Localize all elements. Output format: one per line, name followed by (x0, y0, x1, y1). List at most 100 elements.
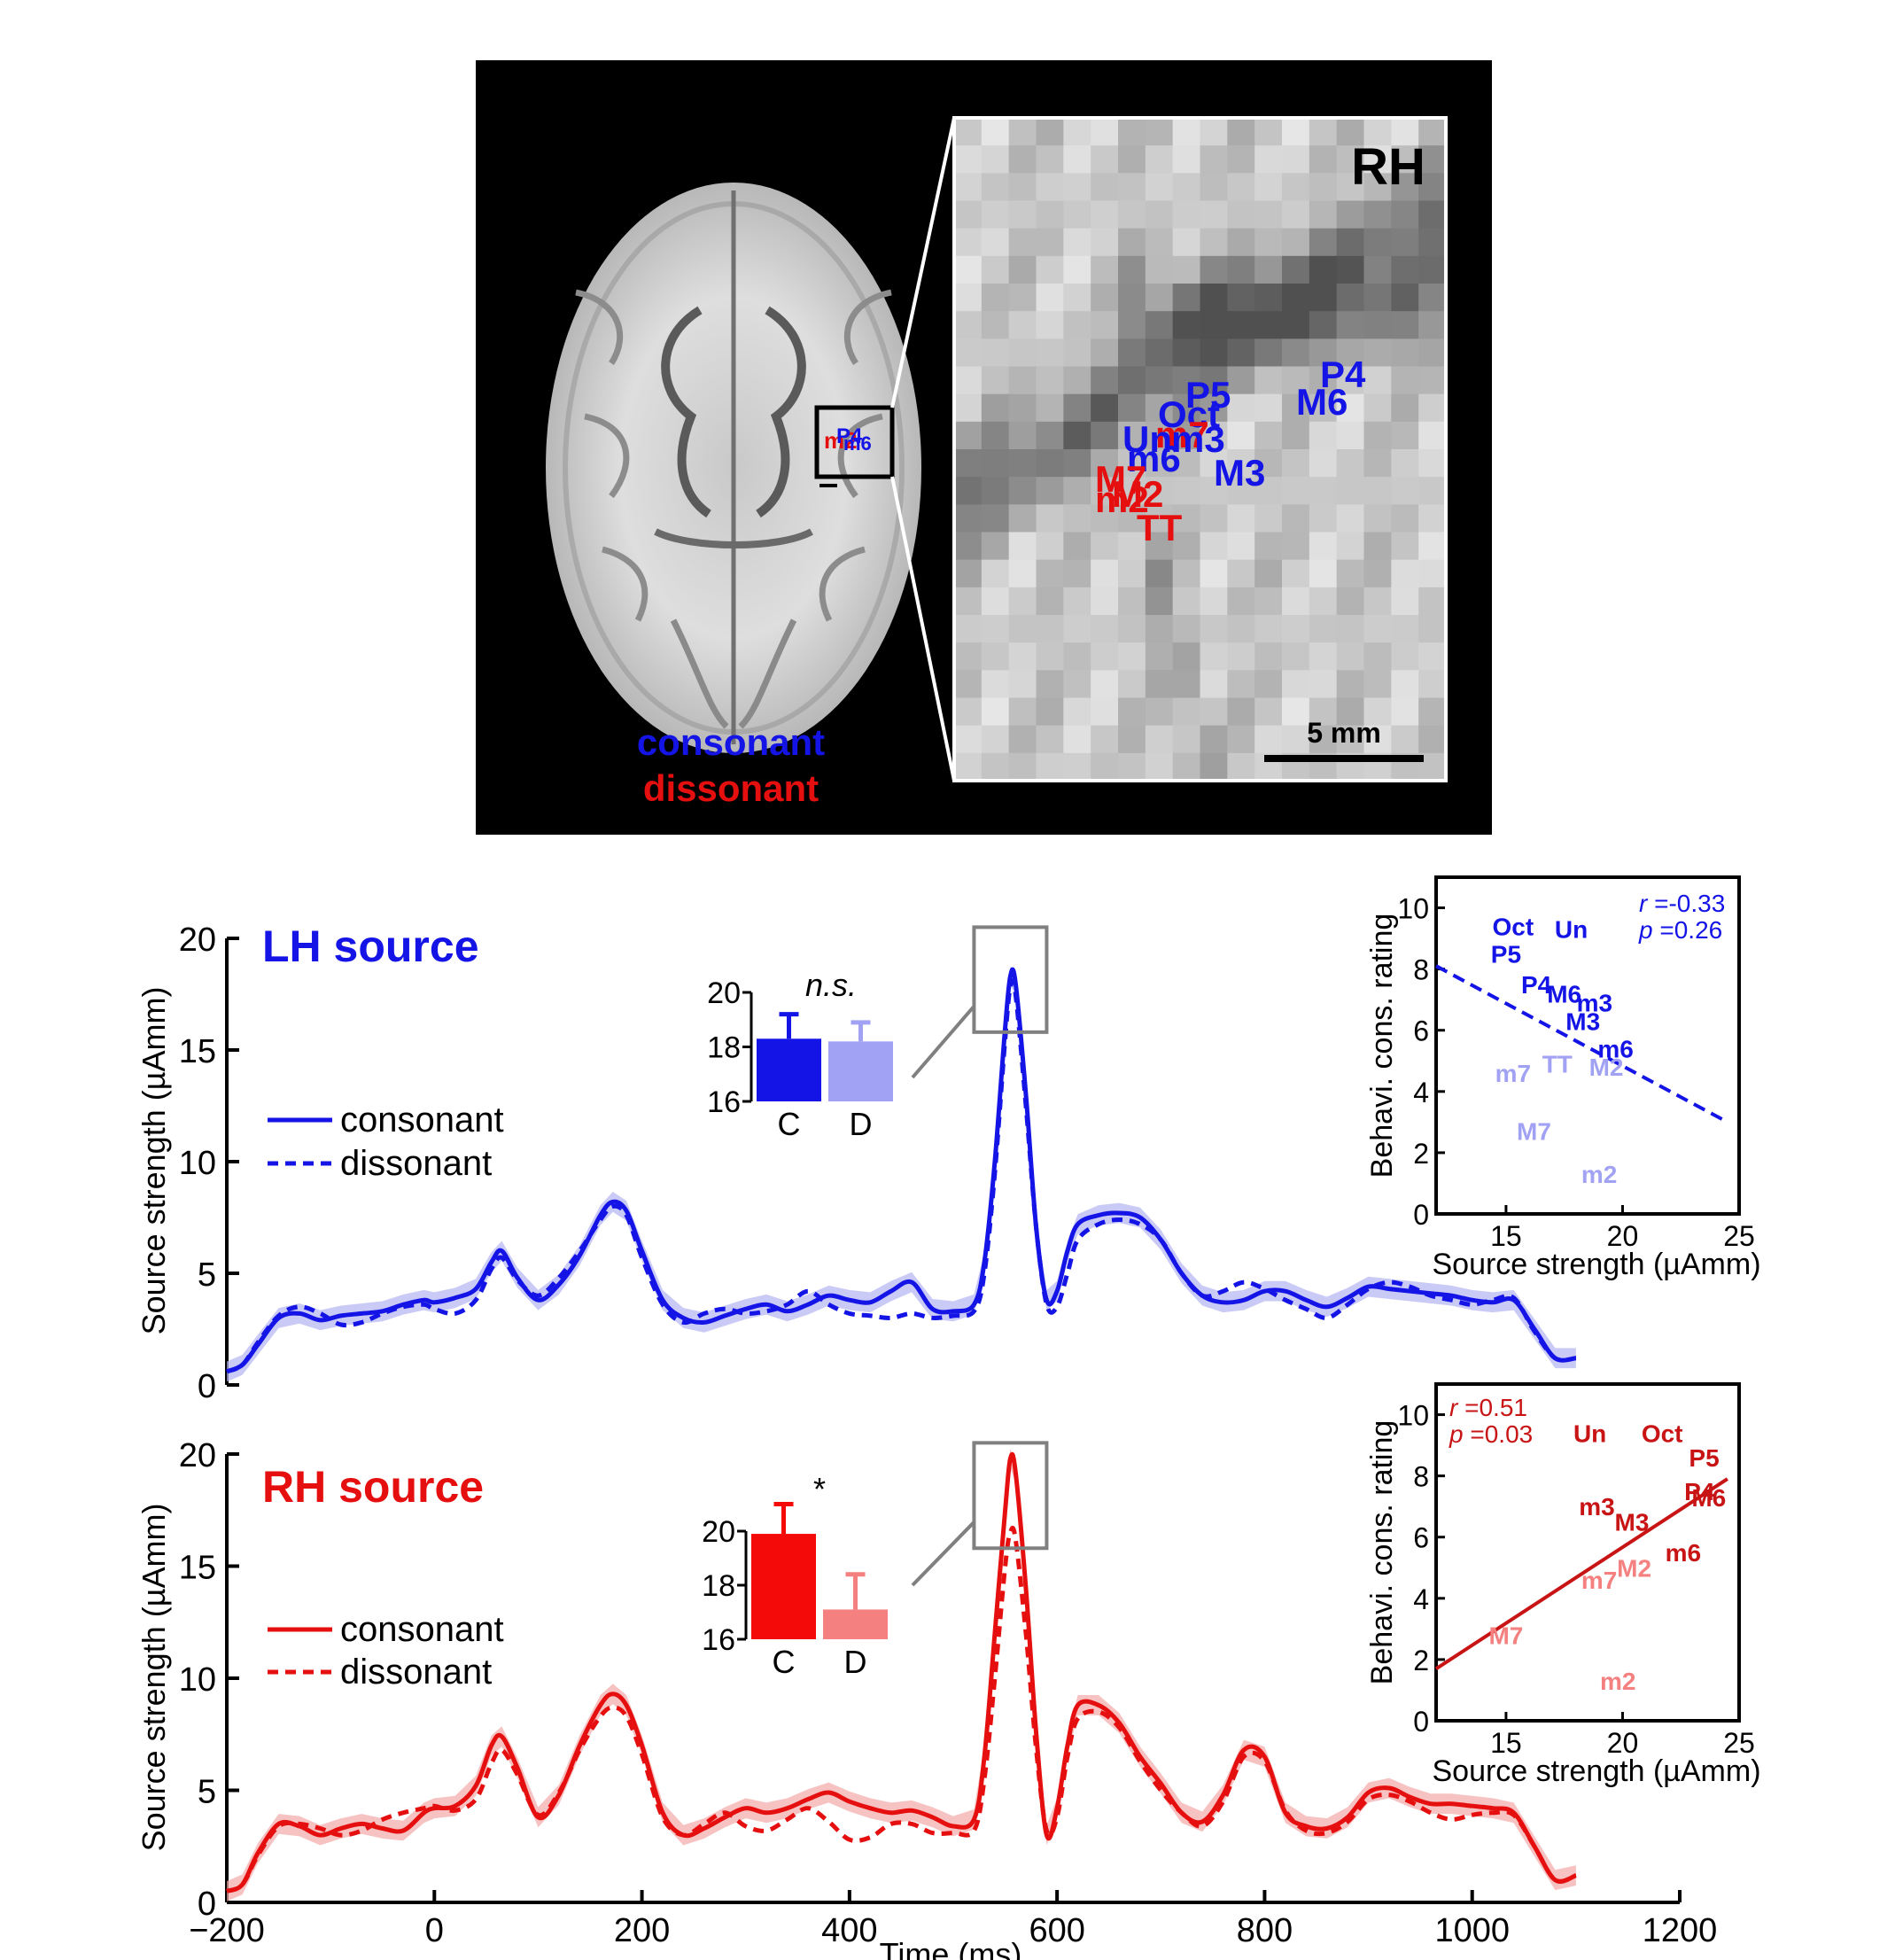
dipole-label-m2-minor: m2 (1095, 478, 1149, 520)
scatter-point-m3: m3 (1577, 990, 1612, 1017)
y-tick-label: 5 (198, 1774, 216, 1811)
scatter-x-tick-label: 20 (1607, 1220, 1639, 1252)
lh-panel-title: LH source (262, 922, 479, 971)
scatter-point-M2: M2 (1617, 1554, 1651, 1582)
y-tick-label: 0 (198, 1368, 216, 1405)
regression-line (1435, 964, 1728, 1124)
scatter-point-m6: m6 (1666, 1539, 1701, 1567)
scatter-x-tick-label: 20 (1607, 1727, 1639, 1759)
scatter-point-M6: M6 (1547, 980, 1581, 1007)
dipole-label-m6-minor: m6 (1127, 438, 1181, 479)
scale-bar (1264, 755, 1424, 762)
bar-D (828, 1041, 893, 1101)
zoom-line-top (890, 117, 956, 408)
zoomed-mri-image (954, 118, 1446, 781)
legend-dissonant-label: dissonant (643, 767, 819, 809)
rh-legend-dissonant: dissonant (340, 1653, 492, 1692)
scatter-y-tick-label: 6 (1413, 1015, 1429, 1047)
dipole-label-p5: P5 (1185, 374, 1231, 416)
scatter-point-M2: M2 (1589, 1054, 1624, 1081)
scatter-y-label: Behavi. cons. rating (1365, 914, 1399, 1178)
dipole-label-m7-major: M7 (1095, 458, 1146, 500)
bar-C (751, 1534, 816, 1639)
scatter-frame (1434, 875, 1741, 1216)
scatter-point-M7: M7 (1517, 1118, 1551, 1146)
regression-line (1434, 1477, 1728, 1670)
bar-category-label: C (773, 1644, 796, 1680)
scatter-x-label: Source strength (µAmm) (1432, 1248, 1760, 1281)
scatter-point-TT: TT (1542, 1051, 1573, 1078)
dipole-label-m2-major: M2 (1112, 473, 1163, 515)
scatter-y-tick-label: 6 (1413, 1522, 1429, 1554)
scatter-point-m2: m2 (1600, 1668, 1635, 1695)
scatter-y-tick-label: 4 (1413, 1077, 1429, 1108)
rh-y-axis-label: Source strength (µAmm) (136, 1504, 172, 1852)
scatter-x-tick-label: 25 (1723, 1727, 1755, 1759)
scatter-point-Oct: Oct (1492, 913, 1534, 940)
dipole-label-oct: Oct (1158, 393, 1220, 435)
scatter-point-Un: Un (1573, 1419, 1606, 1447)
scatter-y-tick-label: 0 (1413, 1706, 1429, 1738)
scatter-point-M3: M3 (1615, 1508, 1650, 1536)
lh-inset-bar-chart: 16 18 20 C Dn.s. (707, 967, 893, 1142)
y-tick-label: 20 (179, 922, 216, 959)
y-tick-label: 20 (179, 1437, 216, 1474)
bar-y-tick-label: 16 (707, 1085, 741, 1119)
y-tick-label: 15 (179, 1033, 216, 1070)
dipole-label-un: Un (1122, 418, 1172, 460)
dipole-label-m7-minor-overlap: m7 (1155, 414, 1209, 455)
scatter-point-m6: m6 (1597, 1035, 1633, 1062)
scatter-point-m2: m2 (1581, 1161, 1617, 1188)
rh-x-axis-label: Time (ms) (880, 1936, 1022, 1960)
bar-D (823, 1609, 888, 1639)
svg-text:m6: m6 (843, 432, 872, 455)
significance-label: n.s. (805, 967, 857, 1003)
scatter-point-M3: M3 (1565, 1007, 1600, 1035)
lh-legend-consonant: consonant (340, 1101, 504, 1139)
y-tick-label: 5 (198, 1256, 216, 1294)
scatter-y-tick-label: 0 (1413, 1199, 1429, 1231)
correlation-p: p =0.03 (1449, 1420, 1533, 1448)
bar-y-tick-label: 16 (702, 1623, 735, 1657)
scatter-y-tick-label: 8 (1413, 954, 1429, 986)
scatter-point-m3: m3 (1579, 1493, 1614, 1521)
brain-dipole-cluster: m2 P4 m6 (814, 405, 895, 487)
scatter-y-tick-label: 2 (1413, 1138, 1429, 1170)
scale-bar-label: 5 mm (1307, 717, 1381, 749)
brain-slice-image (546, 183, 921, 753)
scatter-y-tick-label: 4 (1413, 1583, 1429, 1615)
scatter-point-P4: P4 (1684, 1478, 1715, 1505)
dipole-label-m6-major: M6 (1296, 381, 1348, 423)
peak-connector (911, 1005, 975, 1079)
scatter-point-m7: m7 (1495, 1060, 1531, 1087)
bar-category-label: C (778, 1106, 801, 1142)
scatter-y-tick-label: 10 (1397, 1400, 1429, 1432)
zoom-line-bottom (890, 476, 956, 782)
svg-text:m2: m2 (824, 427, 858, 454)
dipole-label-m3-minor: m3 (1171, 418, 1225, 460)
bar-y-tick-label: 18 (702, 1569, 735, 1603)
bar-category-label: D (850, 1106, 873, 1142)
peak-highlight-box (972, 925, 1049, 1034)
series-line-consonant (226, 1451, 1577, 1894)
scatter-y-label: Behavi. cons. rating (1365, 1420, 1399, 1685)
scatter-point-P5: P5 (1689, 1444, 1719, 1472)
lh-y-axis-label: Source strength (µAmm) (136, 987, 172, 1335)
rh-inset-bar-chart: 16 18 20 C D * (702, 1471, 888, 1680)
x-tick-label: 0 (425, 1912, 444, 1949)
y-tick-label: 10 (179, 1145, 216, 1182)
peak-connector (911, 1521, 975, 1587)
scatter-point-m7: m7 (1581, 1567, 1617, 1594)
dipole-label-m3-major: M3 (1214, 452, 1265, 494)
bar-C (757, 1038, 821, 1101)
scatter-x-tick-label: 25 (1723, 1220, 1755, 1252)
scatter-x-tick-label: 15 (1490, 1220, 1522, 1252)
x-tick-label: 1000 (1434, 1912, 1510, 1949)
dipole-label-p4: P4 (1320, 354, 1366, 395)
legend-consonant-label: consonant (637, 721, 825, 763)
hemisphere-label: RH (1351, 138, 1425, 196)
bar-category-label: D (844, 1644, 867, 1680)
peak-highlight-box (972, 1441, 1049, 1551)
